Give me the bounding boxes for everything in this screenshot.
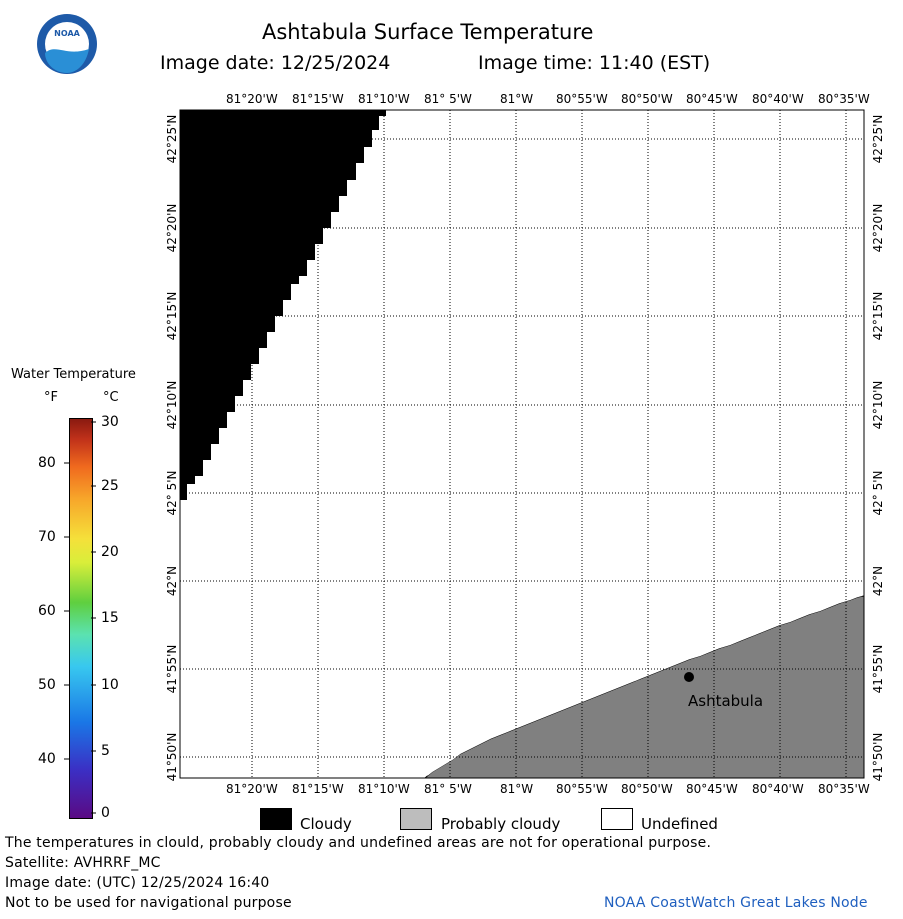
lat-label-right: 41°55'N (871, 645, 885, 694)
colorbar-f-tick: 40 (38, 751, 56, 767)
lat-label-left: 41°50'N (165, 733, 179, 782)
lat-label-right: 42°10'N (871, 381, 885, 430)
legend-probably-cloudy-swatch (400, 808, 432, 830)
page-title: Ashtabula Surface Temperature (262, 20, 594, 44)
image-date: Image date: 12/25/2024 (160, 52, 391, 74)
footer-image-date: Image date: (UTC) 12/25/2024 16:40 (5, 875, 270, 891)
probably-cloudy-outline (426, 594, 863, 776)
lon-label-top: 80°45'W (686, 92, 738, 106)
legend-cloudy-label: Cloudy (300, 815, 352, 833)
logo-text: NOAA (54, 29, 80, 38)
colorbar-title: Water Temperature (11, 367, 136, 382)
lon-label-bottom: 80°45'W (686, 782, 738, 796)
legend-undefined (601, 808, 633, 830)
ashtabula-marker (684, 672, 694, 682)
colorbar-f-tick: 50 (38, 677, 56, 693)
colorbar-c-tick: 0 (101, 805, 110, 821)
lon-label-bottom: 80°40'W (752, 782, 804, 796)
lat-label-left: 42°15'N (165, 292, 179, 341)
lat-label-left: 42°25'N (165, 115, 179, 164)
lon-label-top: 80°50'W (621, 92, 673, 106)
colorbar-ticks (64, 421, 96, 814)
lat-label-left: 42°10'N (165, 381, 179, 430)
footer-credit: NOAA CoastWatch Great Lakes Node (604, 895, 868, 911)
colorbar-unit-c: °C (103, 390, 119, 405)
lat-label-left: 42°20'N (165, 204, 179, 253)
colorbar-c-tick: 20 (101, 544, 119, 560)
legend-undefined-swatch (601, 808, 633, 830)
footer-satellite: Satellite: AVHRRF_MC (5, 855, 161, 871)
lon-label-top: 81°15'W (292, 92, 344, 106)
lon-label-bottom: 81° 5'W (424, 782, 472, 796)
colorbar-f-tick: 70 (38, 529, 56, 545)
lon-label-bottom: 81°20'W (226, 782, 278, 796)
legend-cloudy (260, 808, 292, 830)
colorbar-f-tick: 80 (38, 455, 56, 471)
colorbar-c-tick: 5 (101, 743, 110, 759)
lon-label-top: 80°55'W (556, 92, 608, 106)
lat-label-right: 41°50'N (871, 733, 885, 782)
lat-label-right: 42° 5'N (871, 471, 885, 516)
lat-label-right: 42°15'N (871, 292, 885, 341)
lon-label-top: 80°40'W (752, 92, 804, 106)
colorbar-c-tick: 30 (101, 414, 119, 430)
colorbar-c-tick: 15 (101, 610, 119, 626)
map-frame (179, 109, 865, 779)
lon-label-top: 80°35'W (818, 92, 870, 106)
colorbar-c-tick: 25 (101, 478, 119, 494)
noaa-logo: NOAA (36, 13, 98, 75)
footer-navigation-note: Not to be used for navigational purpose (5, 895, 292, 911)
lat-label-left: 42° 5'N (165, 471, 179, 516)
lon-label-top: 81°W (500, 92, 534, 106)
legend-cloudy-swatch (260, 808, 292, 830)
lat-label-right: 42°N (871, 566, 885, 596)
grid-lines (180, 110, 864, 778)
lon-label-bottom: 81°W (500, 782, 534, 796)
colorbar-unit-f: °F (44, 390, 58, 405)
legend-probably-cloudy (400, 808, 432, 830)
lon-label-bottom: 80°50'W (621, 782, 673, 796)
lat-label-right: 42°20'N (871, 204, 885, 253)
colorbar (69, 418, 93, 819)
cloudy-region (180, 110, 386, 500)
lon-label-bottom: 81°15'W (292, 782, 344, 796)
lon-label-bottom: 80°55'W (556, 782, 608, 796)
footer-disclaimer: The temperatures in clould, probably clo… (5, 835, 712, 851)
lon-label-bottom: 81°10'W (358, 782, 410, 796)
lon-label-bottom: 80°35'W (818, 782, 870, 796)
legend-undefined-label: Undefined (641, 815, 718, 833)
legend-probably-cloudy-label: Probably cloudy (441, 815, 561, 833)
colorbar-f-tick: 60 (38, 603, 56, 619)
lat-label-left: 41°55'N (165, 645, 179, 694)
lon-label-top: 81°10'W (358, 92, 410, 106)
place-label: Ashtabula (688, 692, 764, 710)
lat-label-right: 42°25'N (871, 115, 885, 164)
lon-label-top: 81° 5'W (424, 92, 472, 106)
colorbar-c-tick: 10 (101, 677, 119, 693)
lat-label-left: 42°N (165, 566, 179, 596)
lon-label-top: 81°20'W (226, 92, 278, 106)
image-time: Image time: 11:40 (EST) (478, 52, 711, 74)
